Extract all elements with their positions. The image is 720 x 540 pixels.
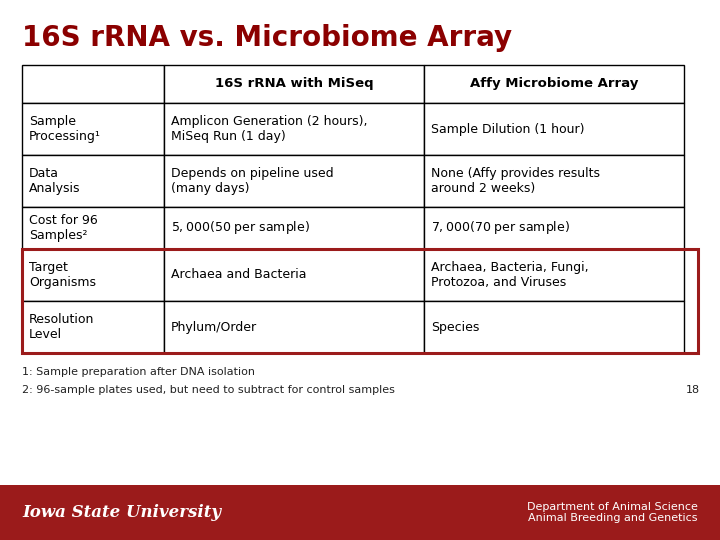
Text: Data
Analysis: Data Analysis bbox=[29, 167, 81, 195]
Text: 1: Sample preparation after DNA isolation: 1: Sample preparation after DNA isolatio… bbox=[22, 367, 255, 377]
Text: Target
Organisms: Target Organisms bbox=[29, 261, 96, 289]
Text: Cost for 96
Samples²: Cost for 96 Samples² bbox=[29, 214, 98, 242]
Bar bbox=[424, 65, 685, 103]
Bar bbox=[164, 65, 424, 103]
Bar bbox=[164, 301, 424, 353]
Text: Phylum/Order: Phylum/Order bbox=[171, 321, 257, 334]
Text: None (Affy provides results
around 2 weeks): None (Affy provides results around 2 wee… bbox=[431, 167, 600, 195]
Text: Archaea and Bacteria: Archaea and Bacteria bbox=[171, 268, 307, 281]
Bar bbox=[164, 155, 424, 207]
Bar bbox=[424, 301, 685, 353]
Text: Iowa State University: Iowa State University bbox=[22, 504, 221, 521]
Bar bbox=[22, 155, 164, 207]
Bar bbox=[22, 65, 164, 103]
Text: 18: 18 bbox=[686, 385, 700, 395]
Bar bbox=[424, 103, 685, 155]
Text: Resolution
Level: Resolution Level bbox=[29, 313, 94, 341]
Bar bbox=[22, 249, 164, 301]
Text: Sample Dilution (1 hour): Sample Dilution (1 hour) bbox=[431, 123, 585, 136]
Text: Depends on pipeline used
(many days): Depends on pipeline used (many days) bbox=[171, 167, 333, 195]
Bar bbox=[164, 207, 424, 249]
Text: $7,000 ($70 per sample): $7,000 ($70 per sample) bbox=[431, 219, 570, 237]
Bar bbox=[424, 207, 685, 249]
Text: Affy Microbiome Array: Affy Microbiome Array bbox=[470, 78, 639, 91]
Bar bbox=[424, 249, 685, 301]
Text: Species: Species bbox=[431, 321, 480, 334]
Bar bbox=[22, 103, 164, 155]
Text: Amplicon Generation (2 hours),
MiSeq Run (1 day): Amplicon Generation (2 hours), MiSeq Run… bbox=[171, 115, 367, 143]
Bar bbox=[22, 249, 698, 353]
Bar bbox=[424, 155, 685, 207]
Text: 16S rRNA vs. Microbiome Array: 16S rRNA vs. Microbiome Array bbox=[22, 24, 512, 52]
Text: 16S rRNA with MiSeq: 16S rRNA with MiSeq bbox=[215, 78, 374, 91]
Bar bbox=[164, 249, 424, 301]
Text: Sample
Processing¹: Sample Processing¹ bbox=[29, 115, 101, 143]
Text: $5,000 ($50 per sample): $5,000 ($50 per sample) bbox=[171, 219, 310, 237]
Bar bbox=[0, 485, 720, 540]
Text: Department of Animal Science
Animal Breeding and Genetics: Department of Animal Science Animal Bree… bbox=[527, 502, 698, 523]
Text: Archaea, Bacteria, Fungi,
Protozoa, and Viruses: Archaea, Bacteria, Fungi, Protozoa, and … bbox=[431, 261, 589, 289]
Bar bbox=[22, 301, 164, 353]
Text: 2: 96-sample plates used, but need to subtract for control samples: 2: 96-sample plates used, but need to su… bbox=[22, 385, 395, 395]
Bar bbox=[22, 207, 164, 249]
Bar bbox=[164, 103, 424, 155]
